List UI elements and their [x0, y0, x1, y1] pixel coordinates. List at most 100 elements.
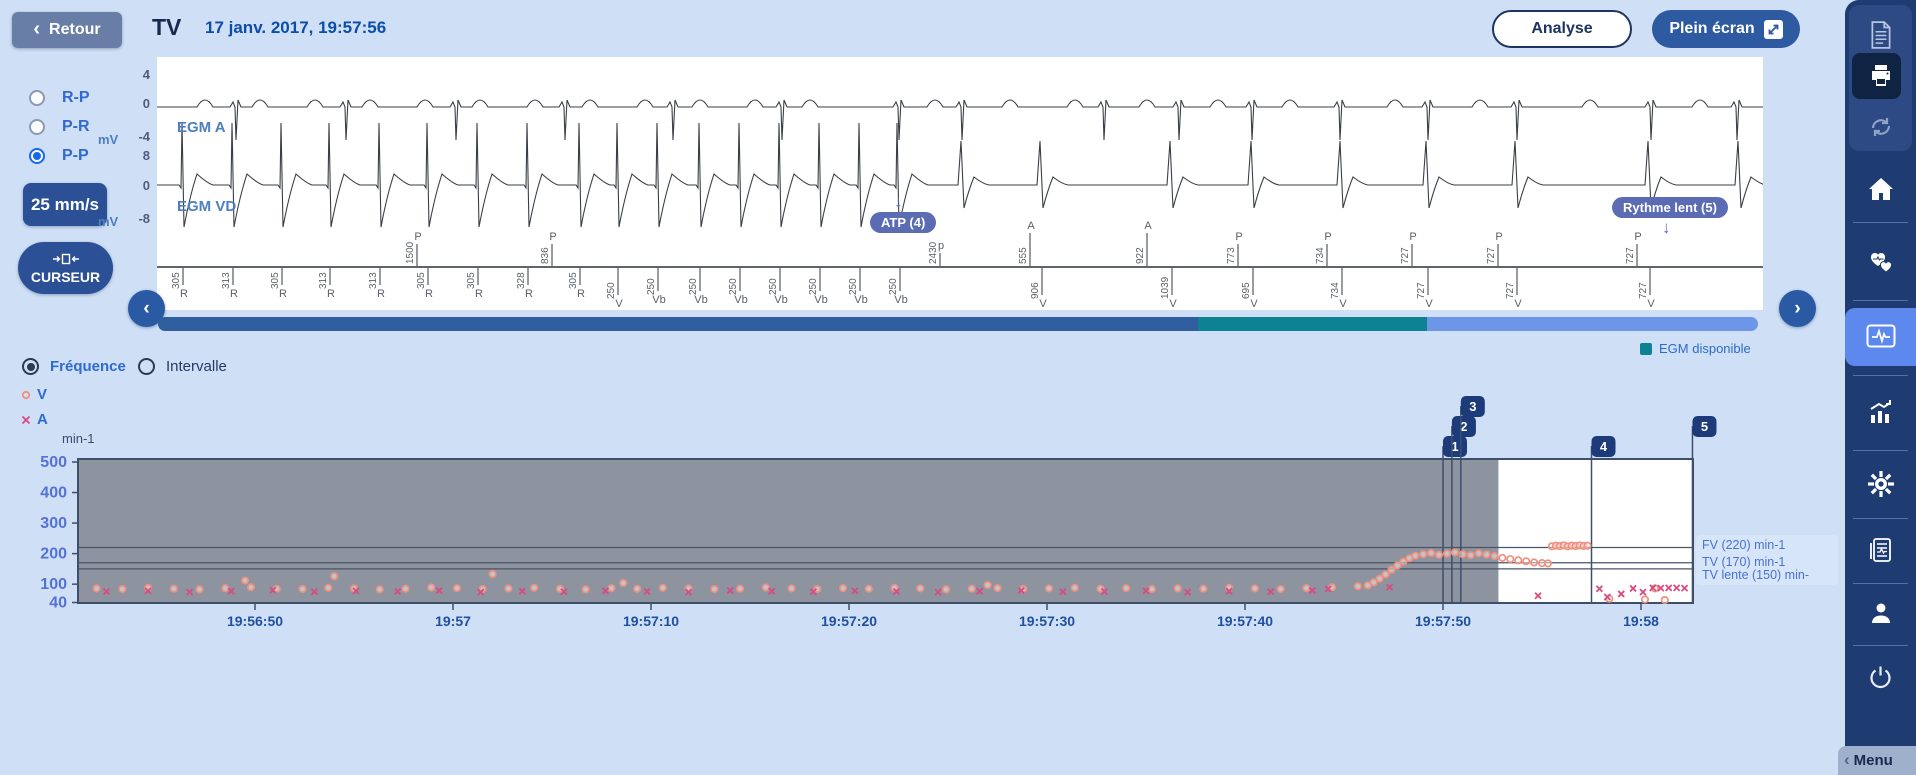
marker-type-label: Vb [854, 294, 867, 306]
v-data-point [241, 576, 250, 585]
marker-interval-label: 305 [171, 272, 182, 289]
scroll-right-button[interactable]: › [1779, 290, 1816, 327]
v-data-point [1530, 558, 1539, 567]
v-data-point [1474, 549, 1483, 558]
episode-window [1498, 459, 1693, 603]
marker-type-label: R [475, 288, 483, 300]
marker-interval-label: 836 [540, 247, 551, 264]
x-tick-label: 19:57:40 [1217, 613, 1273, 629]
v-data-point [488, 570, 497, 579]
marker-interval-label: 250 [606, 282, 617, 299]
home-icon[interactable] [1845, 176, 1916, 202]
egm-a-axis-unit: mV [98, 132, 119, 147]
print-icon[interactable] [1845, 62, 1916, 90]
marker-type-label: Vb [694, 294, 707, 306]
marker-type-label: V [1647, 298, 1655, 310]
cursor-button[interactable]: CURSEUR [18, 242, 113, 294]
episode-flag[interactable] [1692, 416, 1717, 437]
episode-flag[interactable] [1451, 416, 1476, 437]
frequency-radio[interactable]: Fréquence [22, 358, 126, 375]
leads-icon[interactable] [1845, 248, 1916, 276]
a-data-point [477, 588, 485, 596]
a-data-point [1617, 590, 1625, 598]
stats-icon[interactable] [1845, 400, 1916, 426]
marker-interval-label: 906 [1030, 282, 1041, 299]
chevron-left-icon: ‹ [33, 18, 41, 40]
marker-interval-label: 305 [416, 272, 427, 289]
analyse-button[interactable]: Analyse [1492, 10, 1632, 48]
mode-radio-pp[interactable]: P-P [29, 147, 89, 165]
marker-interval-label: 734 [1315, 247, 1326, 264]
report-icon[interactable] [1845, 21, 1916, 49]
slow-rhythm-badge: Rythme lent (5) [1612, 197, 1728, 218]
v-data-point [1506, 555, 1515, 564]
a-data-point [1603, 593, 1611, 601]
episode-flag-number: 5 [1701, 419, 1708, 434]
threshold-label: TV (170) min-1 [1702, 555, 1785, 569]
y-tick-label: 500 [40, 454, 67, 471]
a-data-point [1595, 585, 1604, 593]
mode-label: R-P [62, 89, 90, 106]
egm-strip-panel[interactable]: R 305 R 313 R 305 R 313 R 313 R 305 R 305 R 328 R 305 V 250… [157, 57, 1763, 310]
marker-type-label: V [1169, 298, 1177, 310]
x-tick-label: 19:57 [435, 613, 471, 629]
settings-icon[interactable] [1845, 470, 1916, 498]
egm-icon[interactable] [1845, 324, 1916, 348]
legend-v: V [21, 386, 47, 403]
menu-toggle[interactable]: ‹ Menu [1838, 746, 1916, 775]
v-data-point [221, 584, 230, 593]
v-data-point [993, 584, 1002, 593]
egm-vd-axis-zero: 0 [142, 178, 150, 193]
marker-type-label: V [1250, 298, 1258, 310]
marker-interval-label: 727 [1416, 282, 1427, 299]
v-data-point [839, 584, 848, 593]
egm-traces: R305R313R305R313R313R305R305R328R305V250… [157, 99, 1763, 310]
marker-interval-label: 250 [848, 278, 859, 295]
sync-icon[interactable] [1845, 114, 1916, 140]
episode-flag[interactable] [1591, 436, 1616, 457]
marker-type-label: A [1027, 220, 1035, 232]
episode-flag[interactable] [1460, 396, 1485, 417]
marker-interval-label: 773 [1226, 247, 1237, 264]
v-data-point [1522, 557, 1531, 566]
v-data-point [1276, 584, 1285, 594]
v-data-point [1199, 584, 1208, 593]
egm-available-label: EGM disponible [1659, 341, 1751, 356]
marker-type-label: Vb [894, 294, 907, 306]
v-data-point [1466, 551, 1475, 560]
episodes-icon[interactable] [1845, 537, 1916, 565]
power-icon[interactable] [1845, 664, 1916, 691]
marker-interval-label: 313 [368, 272, 379, 289]
mode-radio-rp[interactable]: R-P [29, 89, 90, 107]
a-data-point [1629, 584, 1637, 593]
mode-radio-pr[interactable]: P-R [29, 118, 90, 136]
plot-background [78, 459, 1693, 603]
back-button[interactable]: ‹ Retour [12, 12, 122, 48]
v-data-point [1411, 551, 1420, 560]
fullscreen-button[interactable]: Plein écran [1652, 10, 1800, 48]
a-data-point [1649, 584, 1657, 592]
marker-interval-label: 328 [516, 272, 527, 289]
egm-timeline-scrollbar[interactable] [158, 317, 1758, 331]
a-data-point [1639, 588, 1647, 596]
v-data-point [607, 584, 616, 593]
a-data-point [518, 587, 526, 595]
egm-vd-axis-unit: mV [98, 214, 119, 229]
y-tick-label: 100 [40, 576, 67, 593]
y-tick-label: 400 [40, 485, 67, 502]
marker-type-label: Vb [774, 294, 787, 306]
interval-radio[interactable]: Intervalle [138, 358, 227, 375]
marker-type-label: Vb [734, 294, 747, 306]
a-data-point [1059, 588, 1067, 596]
v-data-point [1458, 550, 1467, 559]
mode-label: P-P [62, 147, 89, 164]
a-data-point [892, 587, 901, 596]
episode-flag-number: 3 [1469, 399, 1476, 414]
sweep-speed-button[interactable]: 25 mm/s [23, 183, 107, 226]
a-data-point [1183, 588, 1192, 596]
patient-icon[interactable] [1845, 600, 1916, 626]
a-data-point [976, 587, 984, 595]
v-data-point [1450, 548, 1459, 557]
marker-type-label: P [549, 231, 556, 243]
